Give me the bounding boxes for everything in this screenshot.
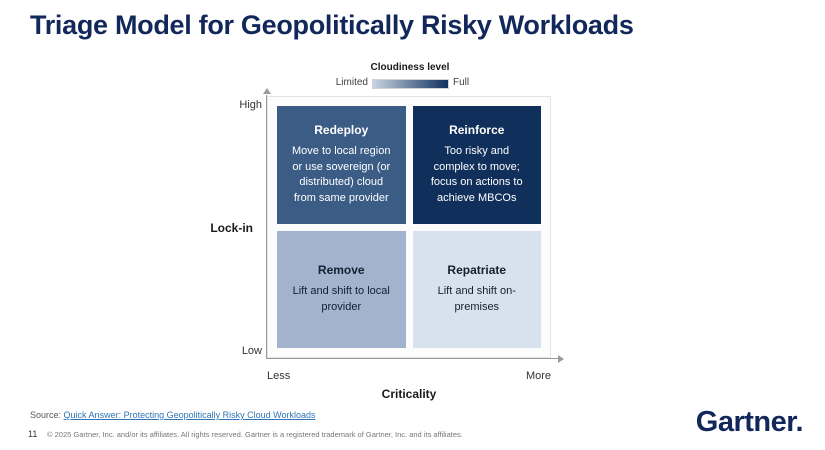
legend-max-label: Full — [453, 77, 470, 88]
quadrant-body: Lift and shift on-premises — [437, 285, 516, 313]
quadrant-remove: Remove Lift and shift to local provider — [277, 230, 406, 348]
y-axis-bottom-label: Low — [241, 345, 262, 357]
quadrant-body: Move to local region or use sovereign (o… — [292, 145, 391, 204]
quadrant-body: Too risky and complex to move; focus on … — [430, 145, 523, 204]
x-axis-left-label: Less — [267, 370, 291, 382]
legend-title: Cloudiness level — [370, 62, 450, 73]
quadrant-repatriate: Repatriate Lift and shift on-premises — [412, 230, 541, 348]
x-axis-arrow-icon — [558, 355, 564, 363]
x-axis-label: Criticality — [381, 387, 437, 401]
x-axis-line — [266, 358, 560, 359]
y-axis-line — [266, 95, 267, 358]
quadrant-title: Redeploy — [314, 123, 369, 138]
quadrant-reinforce: Reinforce Too risky and complex to move;… — [412, 106, 541, 224]
y-axis-top-label: High — [239, 99, 262, 111]
copyright-text: © 2025 Gartner, Inc. and/or its affiliat… — [47, 430, 463, 439]
quadrant-title: Repatriate — [447, 263, 507, 278]
quadrant-matrix: Redeploy Move to local region or use sov… — [267, 96, 551, 358]
y-axis-label: Lock-in — [210, 221, 253, 235]
quadrant-body: Lift and shift to local provider — [292, 285, 390, 313]
legend-min-label: Limited — [335, 77, 368, 88]
page-number: 11 — [28, 429, 38, 439]
y-axis-arrow-icon — [263, 88, 271, 94]
gartner-logo: Gartner. — [695, 406, 804, 438]
source-link[interactable]: Quick Answer: Protecting Geopolitically … — [63, 410, 316, 420]
source-label: Source: — [30, 410, 62, 420]
source-line: Source: Quick Answer: Protecting Geopoli… — [30, 410, 315, 420]
x-axis-right-label: More — [525, 370, 551, 382]
page-title: Triage Model for Geopolitically Risky Wo… — [30, 10, 634, 40]
cloudiness-gradient-bar — [372, 79, 449, 89]
quadrant-title: Remove — [317, 263, 365, 278]
quadrant-redeploy: Redeploy Move to local region or use sov… — [277, 106, 406, 224]
quadrant-title: Reinforce — [449, 123, 505, 138]
